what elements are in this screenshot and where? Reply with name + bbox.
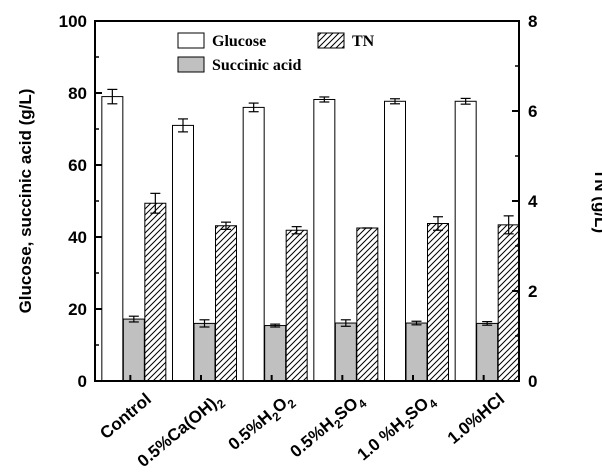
x-tick-label: 1.0 %H2SO4 [354,389,441,467]
y-right-tick-label: 6 [528,102,537,121]
bar-glucose-1 [172,124,194,382]
bar-succinic-acid-2 [264,325,287,382]
bar-glucose-5 [454,100,477,382]
bar-succinic-acid-0 [122,318,145,382]
y-right-tick-label: 0 [528,372,537,391]
y-right-tick-label: 2 [528,282,537,301]
bar-glucose-3 [313,98,336,382]
x-tick-label-part: 0.5%H [287,414,338,461]
bar-tn-5 [497,224,520,382]
y-left-tick-label: 60 [68,156,87,175]
bar-glucose-0 [101,96,124,382]
legend: Glucose TN Succinic acid [177,32,375,74]
bar-succinic-acid-1 [193,322,216,382]
bar-succinic-acid-4 [405,322,428,382]
x-tick-label-part: 1.0%HCl [444,390,508,448]
y-left-tick-label: 20 [68,300,87,319]
bar-tn-2 [285,229,308,382]
legend-label-glucose: Glucose [212,33,266,50]
legend-label-succinic-acid: Succinic acid [212,57,301,74]
legend-swatch-tn [317,32,345,49]
bar-glucose-2 [242,106,265,382]
legend-swatch-succinic-acid [177,56,205,73]
x-tick-label-part: 0.5%H [225,407,276,454]
y-axis-left-title: Glucose, succinic acid (g/L) [16,89,35,314]
y-axis-right-title: TN (g/L) [591,169,602,233]
bar-tn-0 [144,202,167,382]
y-left-tick-label: 80 [68,84,87,103]
bar-tn-4 [427,223,449,382]
x-tick-label-part: Control [96,390,155,443]
bar-tn-1 [215,225,237,382]
x-tick-label-part: 1.0 %H [354,414,409,464]
y-left-tick-label: 0 [78,372,87,391]
x-tick-label: 1.0%HCl [444,390,508,448]
bars-layer [101,88,520,382]
legend-swatch-glucose [177,32,205,49]
bar-succinic-acid-5 [476,322,499,382]
bar-succinic-acid-3 [334,322,357,382]
x-tick-label: Control [96,390,155,443]
y-right-tick-label: 8 [528,12,537,31]
y-left-tick-label: 100 [59,12,87,31]
bar-glucose-4 [384,100,406,382]
y-right-tick-label: 4 [528,192,538,211]
y-left-tick-label: 40 [68,228,87,247]
legend-label-tn: TN [352,33,375,50]
bar-tn-3 [356,227,379,382]
